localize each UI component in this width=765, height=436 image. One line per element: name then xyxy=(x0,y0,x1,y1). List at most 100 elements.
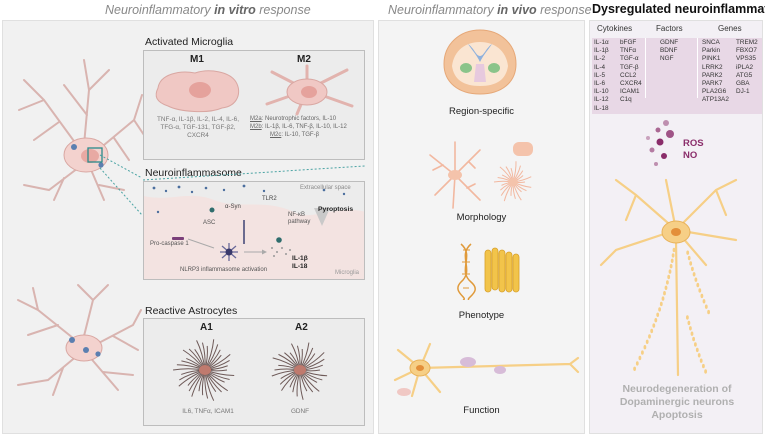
a2-label: A2 xyxy=(295,322,308,333)
cytokine-item: ICAM1 xyxy=(620,88,640,96)
procaspase-label: Pro-caspase 1 xyxy=(150,241,189,247)
column-divider xyxy=(645,38,646,98)
outcome-text: Neurodegeneration of Dopaminergic neuron… xyxy=(592,383,762,422)
ros-bubbles xyxy=(646,120,674,166)
a2-markers: GDNF xyxy=(290,408,310,415)
gene-item: PARK7 xyxy=(702,80,723,88)
cytokines-list-b: bFGF TNFα TGF-α TGF-β CCL2 CXCR4 ICAM1 C1q xyxy=(620,39,642,105)
tlr2-label: TLR2 xyxy=(262,196,277,202)
cytokine-item: CCL2 xyxy=(620,71,637,79)
cytokine-item: TGF-α xyxy=(620,55,639,63)
column-divider xyxy=(697,38,698,98)
factor-item: BDNF xyxy=(660,47,678,55)
function-icon xyxy=(393,342,580,398)
m1-label: M1 xyxy=(190,54,204,65)
outcome-line-2: Dopaminergic neurons xyxy=(619,396,735,408)
gene-item: ATG5 xyxy=(736,71,753,79)
genes-list-b: TREM2 FBXO7 VPS35 iPLA2 ATG5 GBA DJ-1 xyxy=(736,39,758,96)
inflammasome-illustration xyxy=(144,182,364,279)
m1-cell-icon xyxy=(155,70,240,113)
in-vivo-label-3: Function xyxy=(463,405,500,416)
cytokine-item: IL-10 xyxy=(594,88,609,96)
il18-label: IL-18 xyxy=(292,263,308,270)
a1-label: A1 xyxy=(200,322,213,333)
asc-label: ASC xyxy=(203,220,216,226)
gene-item: DJ-1 xyxy=(736,88,750,96)
pyroptosis-label: Pyroptosis xyxy=(318,206,354,213)
neuroinflammasome-box xyxy=(143,181,365,280)
extracellular-space-label: Extracellular space xyxy=(300,185,351,191)
nlrp3-label: NLRP3 inflammasome activation xyxy=(180,267,268,273)
cytokine-item: CXCR4 xyxy=(620,80,642,88)
factors-heading: Factors xyxy=(656,24,683,33)
m2b-markers: M2b: IL-1β, IL-6, TNF-β, IL-10, IL-12 xyxy=(250,124,347,130)
factors-list: GDNF BDNF NGF xyxy=(660,39,678,64)
in-vivo-label-2: Phenotype xyxy=(458,310,505,321)
in-vitro-header: Neuroinflammatory in vitro response xyxy=(105,3,311,17)
gene-item: TREM2 xyxy=(736,39,758,46)
gene-item: iPLA2 xyxy=(736,63,754,71)
no-label: NO xyxy=(683,150,698,161)
cytokine-item: IL-1α xyxy=(594,39,609,46)
gene-item: LRRK2 xyxy=(702,63,723,71)
cytokines-list-a: IL-1α IL-1β IL-2 IL-4 IL-5 IL-6 IL-10 IL-12 IL-1… xyxy=(594,39,609,113)
activated-microglia-title: Activated Microglia xyxy=(145,36,234,48)
nfkb-label: NF-κB pathway xyxy=(288,212,311,225)
a2-astrocyte-icon xyxy=(271,342,328,400)
cytokine-item: IL-6 xyxy=(594,80,606,88)
cytokine-item: IL-5 xyxy=(594,71,606,79)
m2-label: M2 xyxy=(297,54,311,65)
gene-item: GBA xyxy=(736,80,750,88)
alpha-syn-label: α-Syn xyxy=(225,204,241,210)
in-vivo-header: Neuroinflammatory in vivo response xyxy=(388,3,592,17)
genes-heading: Genes xyxy=(718,24,742,33)
cytokine-item: IL-1β xyxy=(594,47,609,55)
cytokines-heading: Cytokines xyxy=(597,24,633,33)
a1-markers: IL6, TNFα, ICAM1 xyxy=(182,408,234,415)
gene-item: PINK1 xyxy=(702,55,721,63)
reactive-astrocytes-box xyxy=(143,318,365,426)
cytokine-item: IL-2 xyxy=(594,55,606,63)
m2a-markers: M2a: Neurotrophic factors, IL-10 xyxy=(250,116,337,122)
a1-astrocyte-icon xyxy=(173,339,235,401)
m2-cell-icon xyxy=(265,64,354,116)
cytokine-item: IL-4 xyxy=(594,63,606,71)
degenerating-neuron-icon xyxy=(599,178,738,377)
zoom-connector xyxy=(143,165,365,181)
markers-table-bg xyxy=(592,38,762,114)
ros-label: ROS xyxy=(683,138,704,149)
genes-list-a: SNCA Parkin PINK1 LRRK2 PARK2 PARK7 PLA2G6 ATP1… xyxy=(702,39,729,105)
dysregulated-header: Dysregulated neuroinflammation xyxy=(592,2,765,16)
cytokine-item: IL-18 xyxy=(594,104,609,112)
gene-item: PARK2 xyxy=(702,71,723,79)
zoom-lines xyxy=(99,154,143,216)
factor-item: NGF xyxy=(660,55,674,63)
factor-item: GDNF xyxy=(660,39,679,46)
cytokine-item: IL-12 xyxy=(594,96,609,104)
cytokine-item: bFGF xyxy=(620,39,637,46)
il1b-label: IL-1β xyxy=(292,255,308,262)
outcome-line-3: Apoptosis xyxy=(651,409,703,421)
cytokine-item: C1q xyxy=(620,96,632,104)
reactive-astrocytes-title: Reactive Astrocytes xyxy=(145,305,238,317)
morphology-icon xyxy=(429,141,533,209)
in-vivo-label-1: Morphology xyxy=(456,212,507,223)
gene-item: PLA2G6 xyxy=(702,88,727,96)
outcome-line-1: Neurodegeneration of xyxy=(622,383,732,395)
gene-item: VPS35 xyxy=(736,55,756,63)
phenotype-icon xyxy=(457,243,520,300)
gene-item: FBXO7 xyxy=(736,47,757,55)
gene-item: SNCA xyxy=(702,39,720,46)
m2c-markers: M2c: IL-10, TGF-β xyxy=(270,132,320,138)
astrocyte-cell-illustration xyxy=(17,284,142,396)
brain-region-icon xyxy=(443,29,517,95)
cytokine-item: TNFα xyxy=(620,47,637,55)
in-vivo-label-0: Region-specific xyxy=(449,106,514,117)
m1-markers: TNF-α, IL-1β, IL-2, IL-4, IL-6, TFG-α, T… xyxy=(157,116,239,139)
gene-item: Parkin xyxy=(702,47,721,55)
microglia-label: Microglia xyxy=(335,270,360,276)
gene-item: ATP13A2 xyxy=(702,96,729,104)
cytokine-item: TGF-β xyxy=(620,63,639,71)
microglia-cell-illustration xyxy=(18,59,144,201)
neuroinflammasome-title: Neuroinflammasome xyxy=(145,167,242,179)
